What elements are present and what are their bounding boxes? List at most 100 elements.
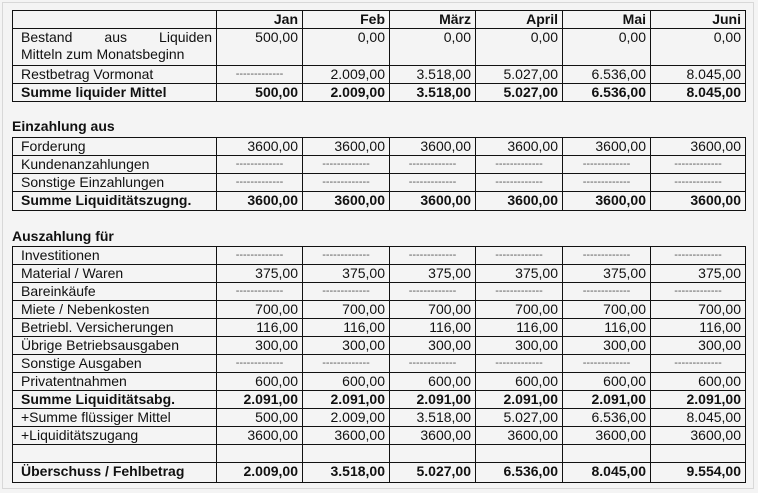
row-label: Überschuss / Fehlbetrag (12, 462, 217, 483)
value-cell: 700,00 (475, 300, 563, 319)
value-cell: 2.009,00 (302, 408, 390, 427)
row-label: Investitionen (12, 246, 217, 265)
value-cell: 3600,00 (302, 191, 390, 211)
value-cell: 375,00 (216, 264, 303, 283)
value-cell: ------------- (302, 354, 390, 373)
value-cell: 3.518,00 (389, 83, 476, 102)
value-cell: ------------- (562, 354, 651, 373)
value-cell: 2.091,00 (475, 390, 563, 409)
table-row: Miete / Nebenkosten 700,00 700,00 700,00 700… (12, 300, 746, 319)
row-label: Privatentnahmen (12, 372, 217, 391)
value-cell: 2.091,00 (302, 390, 390, 409)
value-cell: ------------- (216, 155, 303, 174)
value-cell: ------------- (650, 173, 746, 192)
row-label: Sonstige Ausgaben (12, 354, 217, 373)
value-cell: ------------- (216, 246, 303, 265)
value-cell: 3600,00 (389, 426, 476, 445)
value-cell: 3600,00 (216, 137, 303, 156)
value-cell: 3600,00 (302, 426, 390, 445)
value-cell: 6.536,00 (562, 408, 651, 427)
value-cell: 3600,00 (389, 137, 476, 156)
row-label: Material / Waren (12, 264, 217, 283)
table-row: Investitionen ------------- ------------- -… (12, 246, 746, 265)
table-row: Betriebl. Versicherungen 116,00 116,00 116,… (12, 318, 746, 337)
month-header: April (475, 10, 563, 29)
month-header: Feb (302, 10, 390, 29)
value-cell: 8.045,00 (650, 65, 746, 84)
value-cell: 3600,00 (650, 426, 746, 445)
value-cell: 0,00 (650, 28, 746, 66)
value-cell: 2.091,00 (650, 390, 746, 409)
value-cell (562, 444, 651, 463)
value-cell: 3600,00 (562, 137, 651, 156)
value-cell: ------------- (475, 246, 563, 265)
value-cell: 3600,00 (475, 191, 563, 211)
value-cell: 300,00 (302, 336, 390, 355)
value-cell: ------------- (562, 173, 651, 192)
value-cell: 3600,00 (216, 426, 303, 445)
section-table: Forderung 3600,00 3600,00 3600,00 3600,00 360… (12, 137, 746, 211)
value-cell: 0,00 (302, 28, 390, 66)
value-cell: 700,00 (302, 300, 390, 319)
value-cell: 8.045,00 (562, 462, 651, 483)
month-header: Jan (216, 10, 303, 29)
value-cell: ------------- (389, 246, 476, 265)
value-cell: 3600,00 (216, 191, 303, 211)
value-cell: 9.554,00 (650, 462, 746, 483)
value-cell: 300,00 (389, 336, 476, 355)
row-label: +Summe flüssiger Mittel (12, 408, 217, 427)
row-label: Summe Liquiditätsabg. (12, 390, 217, 409)
value-cell: ------------- (389, 354, 476, 373)
value-cell: 116,00 (650, 318, 746, 337)
table-row: Sonstige Einzahlungen ------------- ------… (12, 173, 746, 192)
value-cell: ------------- (216, 173, 303, 192)
value-cell: 300,00 (562, 336, 651, 355)
value-cell: ------------- (562, 282, 651, 301)
table-row: Summe Liquiditätsabg. 2.091,00 2.091,00 2.0… (12, 390, 746, 409)
value-cell: 300,00 (475, 336, 563, 355)
value-cell: ------------- (389, 155, 476, 174)
row-label: Bareinkäufe (12, 282, 217, 301)
value-cell: 700,00 (650, 300, 746, 319)
value-cell: 375,00 (302, 264, 390, 283)
value-cell: ------------- (216, 354, 303, 373)
value-cell: ------------- (562, 246, 651, 265)
value-cell: 3600,00 (302, 137, 390, 156)
value-cell: ------------- (475, 354, 563, 373)
value-cell: 3600,00 (650, 137, 746, 156)
value-cell: 6.536,00 (475, 462, 563, 483)
value-cell (216, 444, 303, 463)
value-cell: 3.518,00 (389, 65, 476, 84)
value-cell: 5.027,00 (389, 462, 476, 483)
row-label: Bestand aus Liquiden Mitteln zum Monatsbegi… (12, 28, 217, 66)
row-label: Miete / Nebenkosten (12, 300, 217, 319)
value-cell (389, 444, 476, 463)
row-label: Betriebl. Versicherungen (12, 318, 217, 337)
value-cell: 116,00 (475, 318, 563, 337)
value-cell: ------------- (389, 173, 476, 192)
row-label (12, 444, 217, 463)
value-cell: 3600,00 (562, 191, 651, 211)
month-header: März (389, 10, 476, 29)
value-cell: 600,00 (562, 372, 651, 391)
value-cell: 500,00 (216, 28, 303, 66)
table-row: Überschuss / Fehlbetrag 2.009,00 3.518,00 5… (12, 462, 746, 483)
row-label-line: Mitteln zum Monatsbeginn (21, 46, 185, 62)
value-cell: 5.027,00 (475, 83, 563, 102)
value-cell: 2.091,00 (216, 390, 303, 409)
value-cell: ------------- (302, 282, 390, 301)
row-label: Summe Liquiditätszugng. (12, 191, 217, 211)
value-cell: 700,00 (562, 300, 651, 319)
value-cell: 500,00 (216, 83, 303, 102)
value-cell: 600,00 (216, 372, 303, 391)
row-label: Sonstige Einzahlungen (12, 173, 217, 192)
table-row: Material / Waren 375,00 375,00 375,00 375,00… (12, 264, 746, 283)
word: aus (104, 29, 127, 46)
value-cell: 0,00 (389, 28, 476, 66)
word: Liquiden (159, 29, 212, 46)
value-cell: ------------- (216, 65, 303, 84)
value-cell: ------------- (302, 173, 390, 192)
row-label: Kundenanzahlungen (12, 155, 217, 174)
value-cell: 700,00 (216, 300, 303, 319)
